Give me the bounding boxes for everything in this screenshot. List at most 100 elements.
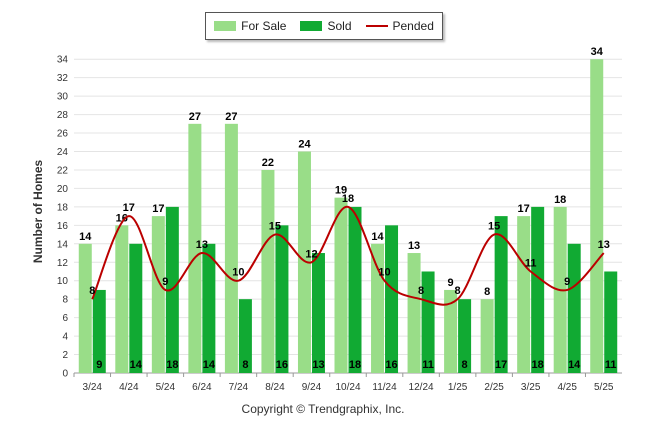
data-label-sold: 11 xyxy=(422,359,434,371)
data-label-pended: 18 xyxy=(342,193,354,205)
data-label-sold: 14 xyxy=(130,359,143,371)
y-tick-label: 22 xyxy=(57,165,69,176)
bar-sold xyxy=(567,243,581,373)
data-label-for-sale: 14 xyxy=(79,231,92,243)
bar-sold xyxy=(385,225,399,373)
data-label-sold: 9 xyxy=(96,359,102,371)
y-axis-title: Number of Homes xyxy=(31,160,45,264)
y-tick-label: 32 xyxy=(57,73,69,84)
y-tick-label: 0 xyxy=(62,369,68,380)
bar-for-sale xyxy=(297,151,311,373)
y-tick-label: 20 xyxy=(57,184,69,195)
bar-for-sale xyxy=(480,299,494,373)
legend-item-pended[interactable]: Pended xyxy=(365,19,434,33)
y-tick-label: 24 xyxy=(57,147,69,158)
data-label-for-sale: 19 xyxy=(335,185,347,197)
legend-item-sold[interactable]: Sold xyxy=(300,19,352,33)
legend-label-sold: Sold xyxy=(327,19,352,33)
data-label-for-sale: 9 xyxy=(448,277,454,289)
y-tick-label: 30 xyxy=(57,92,69,103)
bar-sold xyxy=(494,216,508,373)
data-label-pended: 13 xyxy=(196,239,208,251)
legend: For Sale Sold Pended xyxy=(205,12,443,40)
y-tick-label: 18 xyxy=(57,202,69,213)
bar-for-sale xyxy=(517,216,531,373)
bar-sold xyxy=(275,225,289,373)
y-tick-label: 14 xyxy=(57,239,69,250)
bar-for-sale xyxy=(444,289,458,373)
bar-sold xyxy=(202,243,216,373)
data-label-for-sale: 17 xyxy=(518,203,530,215)
data-label-pended: 17 xyxy=(123,202,135,214)
y-tick-label: 8 xyxy=(62,295,68,306)
data-label-for-sale: 34 xyxy=(591,46,604,58)
data-label-sold: 8 xyxy=(242,359,248,371)
data-label-pended: 10 xyxy=(378,267,390,279)
data-label-pended: 8 xyxy=(89,285,95,297)
data-label-sold: 14 xyxy=(568,359,581,371)
bar-sold xyxy=(238,299,252,373)
data-label-pended: 15 xyxy=(269,221,281,233)
x-tick-label: 3/25 xyxy=(521,382,541,393)
data-label-sold: 18 xyxy=(166,359,178,371)
data-label-pended: 13 xyxy=(598,239,610,251)
copyright-footer: Copyright © Trendgraphix, Inc. xyxy=(241,402,405,416)
legend-label-pended: Pended xyxy=(392,19,434,33)
y-tick-label: 6 xyxy=(62,313,68,324)
x-tick-label: 5/25 xyxy=(594,382,614,393)
data-label-for-sale: 27 xyxy=(225,111,237,123)
x-tick-label: 9/24 xyxy=(302,382,322,393)
y-tick-label: 4 xyxy=(62,332,68,343)
legend-swatch-pended xyxy=(365,25,388,27)
bar-for-sale xyxy=(115,225,129,373)
x-tick-label: 8/24 xyxy=(265,382,285,393)
bar-sold xyxy=(311,253,325,373)
bar-for-sale xyxy=(371,243,385,373)
data-label-sold: 14 xyxy=(203,359,216,371)
bar-for-sale xyxy=(261,169,275,373)
data-label-for-sale: 17 xyxy=(152,203,164,215)
plot-area xyxy=(74,50,622,373)
data-label-pended: 15 xyxy=(488,221,500,233)
y-tick-label: 16 xyxy=(57,221,69,232)
legend-label-for-sale: For Sale xyxy=(241,19,287,33)
y-tick-label: 28 xyxy=(57,110,69,121)
data-label-for-sale: 8 xyxy=(484,286,490,298)
x-tick-label: 7/24 xyxy=(229,382,249,393)
y-tick-label: 12 xyxy=(57,258,69,269)
x-tick-label: 4/24 xyxy=(119,382,139,393)
x-tick-label: 10/24 xyxy=(335,382,360,393)
bar-for-sale xyxy=(590,59,604,373)
data-label-for-sale: 13 xyxy=(408,240,420,252)
legend-item-for-sale[interactable]: For Sale xyxy=(214,19,286,33)
y-tick-label: 34 xyxy=(57,55,69,66)
bar-sold xyxy=(92,289,106,373)
data-label-pended: 8 xyxy=(455,285,461,297)
bar-for-sale xyxy=(407,253,421,373)
bar-sold xyxy=(129,243,143,373)
bar-for-sale xyxy=(78,243,92,373)
data-label-for-sale: 27 xyxy=(189,111,201,123)
data-label-pended: 11 xyxy=(525,257,537,269)
x-tick-label: 1/25 xyxy=(448,382,468,393)
data-label-sold: 13 xyxy=(312,359,324,371)
y-tick-label: 26 xyxy=(57,129,69,140)
data-label-for-sale: 16 xyxy=(116,212,128,224)
y-tick-label: 2 xyxy=(62,350,68,361)
data-label-sold: 16 xyxy=(385,359,397,371)
data-label-sold: 18 xyxy=(532,359,544,371)
data-label-sold: 16 xyxy=(276,359,288,371)
data-label-sold: 17 xyxy=(495,359,507,371)
data-label-pended: 9 xyxy=(162,276,168,288)
bar-sold xyxy=(531,206,545,373)
x-tick-label: 3/24 xyxy=(83,382,103,393)
x-tick-label: 12/24 xyxy=(409,382,434,393)
data-label-for-sale: 18 xyxy=(554,194,566,206)
data-label-pended: 12 xyxy=(305,248,317,260)
bar-for-sale xyxy=(188,123,202,373)
data-label-pended: 9 xyxy=(564,276,570,288)
legend-swatch-sold xyxy=(300,21,323,31)
x-tick-label: 6/24 xyxy=(192,382,212,393)
